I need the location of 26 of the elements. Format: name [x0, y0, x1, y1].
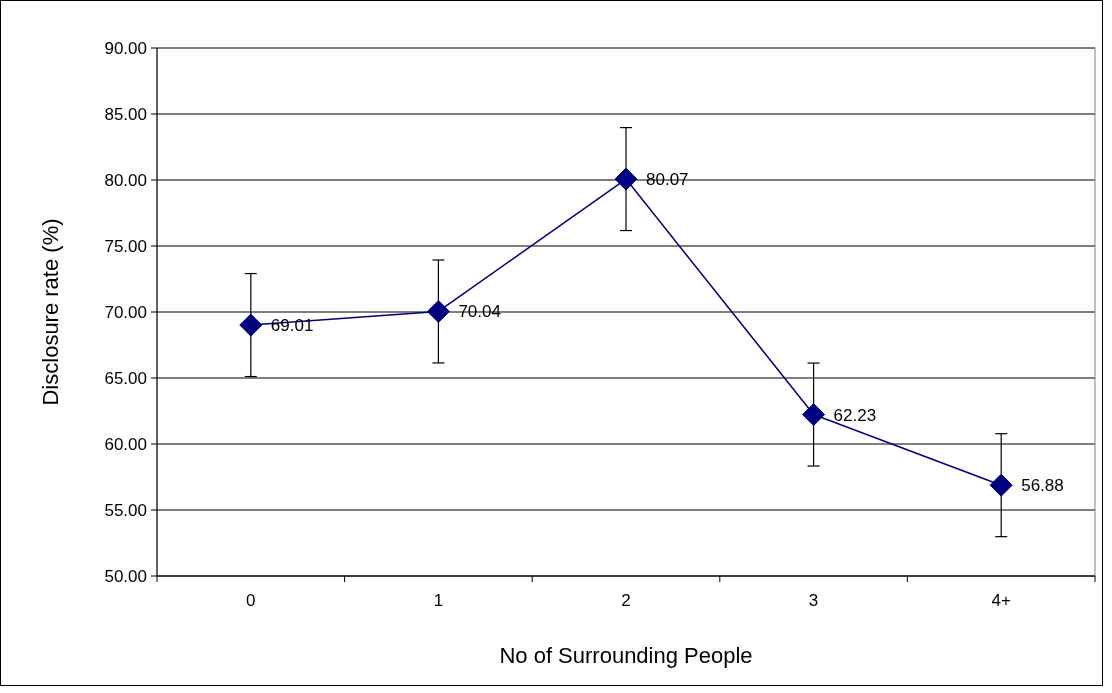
y-tick-label: 75.00 [104, 237, 147, 256]
y-tick-label: 90.00 [104, 39, 147, 58]
y-tick-label: 70.00 [104, 303, 147, 322]
point [989, 473, 1013, 497]
point [239, 313, 263, 337]
point [426, 299, 450, 323]
data-label: 69.01 [270, 316, 314, 336]
x-tick-label: 2 [621, 591, 631, 610]
point [802, 403, 826, 427]
y-axis-title: Disclosure rate (%) [38, 218, 63, 406]
y-tick-label: 55.00 [104, 501, 147, 520]
data-label: 70.04 [458, 302, 501, 322]
x-tick-label: 4+ [991, 591, 1011, 610]
y-tick-label: 85.00 [104, 105, 147, 124]
data-label: 56.88 [1021, 476, 1064, 496]
x-axis-title: No of Surrounding People [499, 643, 753, 668]
y-tick-label: 60.00 [104, 435, 147, 454]
x-tick-label: 1 [433, 591, 444, 610]
point [614, 167, 638, 191]
y-tick-label: 65.00 [104, 369, 147, 388]
y-tick-label: 80.00 [104, 171, 147, 190]
x-tick-label: 0 [246, 591, 256, 610]
data-label: 62.23 [833, 405, 877, 425]
x-tick-label: 3 [808, 591, 819, 610]
y-tick-label: 50.00 [104, 567, 147, 586]
data-label: 80.07 [646, 170, 689, 190]
